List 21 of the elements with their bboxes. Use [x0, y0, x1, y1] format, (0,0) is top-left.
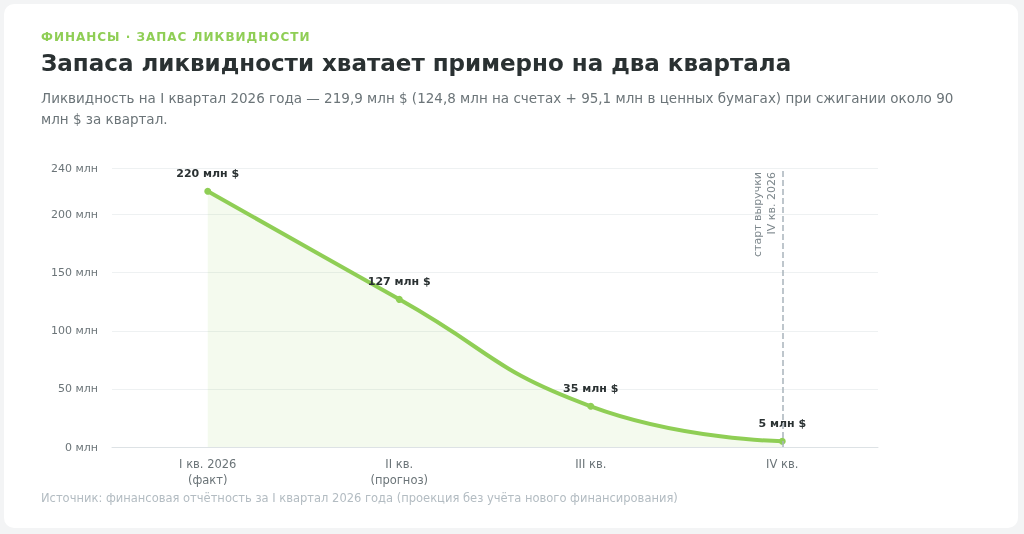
point: [395, 295, 403, 303]
y-tick-label: 50 млн: [57, 382, 98, 396]
data-label: 127 млн $: [367, 274, 431, 288]
x-tick-label: IV кв.: [766, 457, 799, 471]
y-tick-label: 100 млн: [50, 324, 98, 338]
y-tick-label: 200 млн: [50, 208, 98, 221]
y-tick-label: 150 млн: [50, 266, 98, 280]
x-tick-label: I кв. 2026 (факт): [179, 457, 237, 487]
text: ФИНАНСЫ · ЗАПАС ЛИКВИДНОСТИ: [41, 30, 311, 44]
y-tick-label: 0 млн: [64, 440, 98, 454]
chart-subtitle: Ликвидность на I квартал 2026 года — 219,9 млн $ (124,8 млн на счетах + 95,1 млн в ценных бумагах) при сжигании около 90 млн $ за квартал.: [41, 89, 955, 129]
data-label: 220 млн $: [176, 166, 240, 180]
chart-title: Запаса ликвидности хватает примерно на два квартала: [41, 50, 792, 76]
x-tick-label: II кв. (прогноз): [370, 457, 429, 487]
point: [204, 187, 212, 195]
data-label: 5 млн $: [758, 416, 807, 430]
ref-line-label: старт выручки IV кв. 2026: [750, 172, 778, 258]
x-tick-label: III кв.: [575, 457, 607, 471]
point: [587, 402, 595, 410]
data-label: 35 млн $: [563, 381, 619, 395]
y-tick-label: 240 млн: [50, 161, 98, 175]
